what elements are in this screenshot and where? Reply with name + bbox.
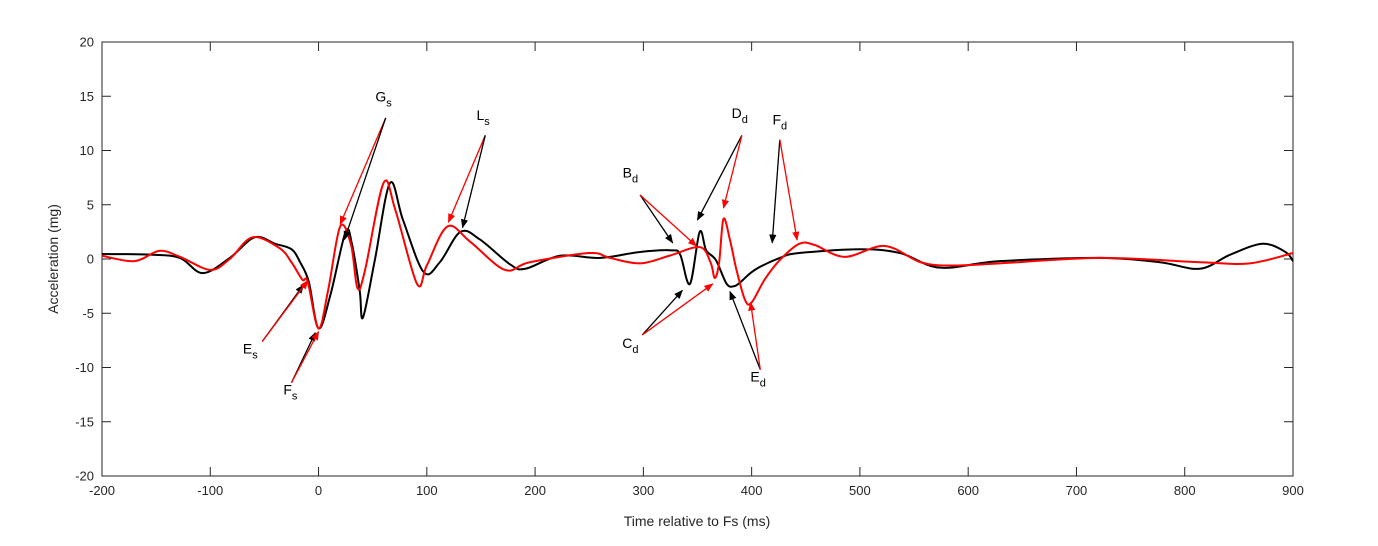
- annotation-label: Es: [243, 340, 258, 361]
- annotation-label: Ls: [476, 107, 490, 128]
- plot-area: [101, 41, 1294, 477]
- y-tick-label: -5: [82, 306, 94, 321]
- annotation-arrow: [721, 135, 743, 209]
- x-tick-label: 100: [416, 483, 438, 498]
- x-tick-label: 800: [1174, 483, 1196, 498]
- annotation-Ed: Ed: [729, 290, 766, 390]
- annotation-arrow: [290, 330, 320, 383]
- x-tick-label: 0: [315, 483, 322, 498]
- annotation-label: Ed: [750, 369, 765, 390]
- annotation-Dd: Dd: [696, 105, 748, 221]
- annotation-arrow: [261, 279, 309, 342]
- annotation-arrow: [748, 301, 761, 370]
- x-tick-label: 900: [1282, 483, 1304, 498]
- y-tick-label: 15: [80, 89, 94, 104]
- y-tick-label: -10: [75, 360, 94, 375]
- annotation-arrow: [639, 194, 698, 247]
- annotation-label: Fs: [283, 382, 298, 403]
- annotation-label: Dd: [732, 105, 748, 126]
- annotation-arrow: [769, 139, 781, 244]
- annotation-Gs: Gs: [339, 89, 392, 241]
- y-tick-label: -15: [75, 414, 94, 429]
- annotation-arrow: [639, 194, 674, 244]
- annotation-Fs: Fs: [283, 330, 320, 403]
- annotation-arrow: [779, 139, 800, 241]
- x-tick-label: 600: [957, 483, 979, 498]
- annotation-arrow: [641, 289, 683, 336]
- annotation-label: Gs: [375, 89, 392, 110]
- series-line-red: [101, 179, 1294, 330]
- y-tick-label: 0: [87, 252, 94, 267]
- annotation-label: Fd: [772, 111, 787, 132]
- annotation-arrow: [696, 135, 743, 221]
- annotation-arrow: [641, 283, 714, 336]
- annotation-arrow: [460, 135, 486, 229]
- x-tick-label: 200: [524, 483, 546, 498]
- x-tick-label: 300: [633, 483, 655, 498]
- annotation-Cd: Cd: [622, 283, 714, 356]
- y-tick-label: -20: [75, 469, 94, 484]
- annotation-arrow: [729, 290, 761, 370]
- x-tick-label: -200: [89, 483, 115, 498]
- y-tick-label: 5: [87, 197, 94, 212]
- annotation-label: Cd: [622, 335, 638, 356]
- annotation-Es: Es: [243, 279, 309, 361]
- annotation-arrow: [447, 135, 486, 223]
- y-axis-label: Acceleration (mg): [45, 204, 61, 314]
- x-axis-label: Time relative to Fs (ms): [624, 513, 771, 529]
- y-tick-label: 20: [80, 35, 94, 50]
- annotation-Fd: Fd: [769, 111, 800, 244]
- x-tick-label: -100: [197, 483, 223, 498]
- annotation-Ls: Ls: [447, 107, 490, 229]
- annotation-Bd: Bd: [623, 165, 698, 247]
- annotation-label: Bd: [623, 165, 638, 186]
- annotation-arrow: [343, 117, 387, 241]
- x-tick-label: 700: [1066, 483, 1088, 498]
- y-tick-label: 10: [80, 143, 94, 158]
- x-tick-label: 500: [849, 483, 871, 498]
- annotation-arrow: [339, 117, 387, 226]
- x-tick-label: 400: [741, 483, 763, 498]
